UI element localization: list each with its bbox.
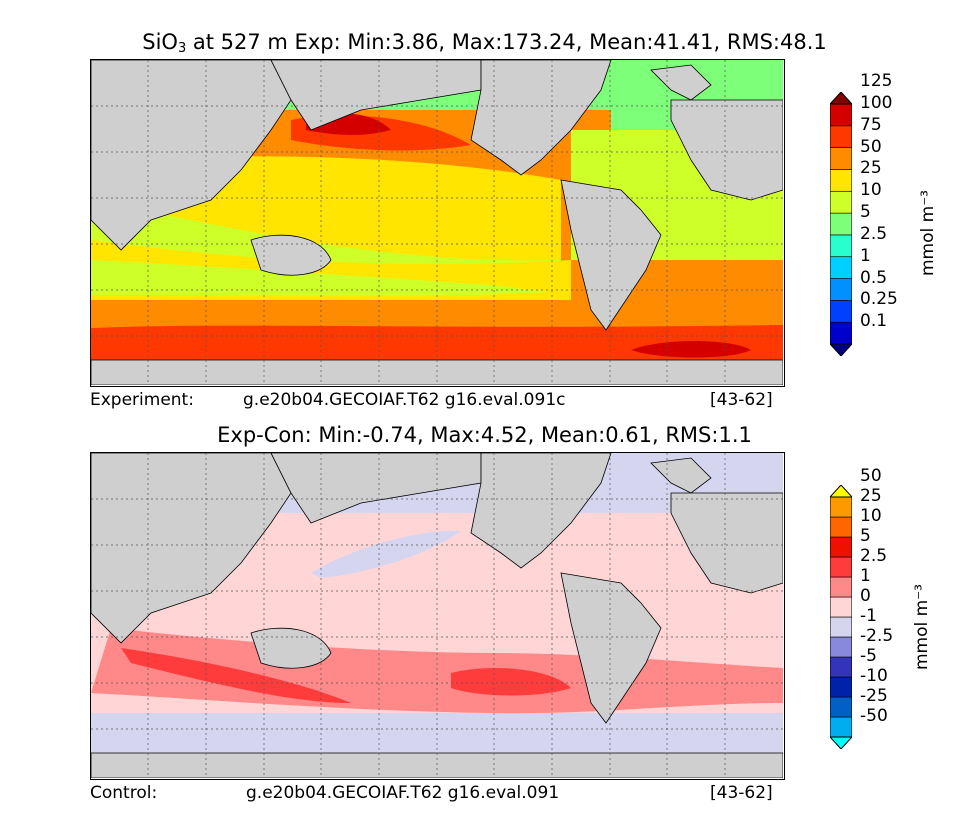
top-caption-role: Experiment: — [90, 390, 194, 410]
bottom-npac-negative — [311, 530, 461, 578]
bottom-colorbar-cell — [830, 716, 852, 738]
bottom-colorbar-cell — [830, 536, 852, 558]
top-colorbar-tick-label: 25 — [860, 158, 882, 179]
bottom-spac-red — [451, 668, 571, 696]
top-title-prefix: SiO — [142, 30, 178, 54]
bottom-map — [90, 452, 785, 780]
bottom-colorbar-cell — [830, 576, 852, 598]
top-title-rest: at 527 m Exp: Min:3.86, Max:173.24, Mean… — [186, 30, 827, 54]
top-colorbar-cell — [830, 321, 852, 345]
bottom-caption-years: [43-62] — [710, 783, 773, 803]
top-colorbar-cell — [830, 190, 852, 214]
top-colorbar-cell — [830, 256, 852, 279]
top-colorbar-tick-label: 2.5 — [860, 223, 888, 244]
top-colorbar-extend-high — [830, 92, 852, 105]
top-caption-years: [43-62] — [710, 390, 773, 410]
bottom-colorbar-frame — [830, 496, 852, 738]
bottom-caption-role: Control: — [90, 783, 158, 803]
top-map — [90, 59, 785, 387]
bottom-colorbar-cell — [830, 596, 852, 618]
bottom-colorbar-tick-label: 50 — [860, 466, 882, 486]
top-colorbar-cell — [830, 103, 852, 127]
top-colorbar-tick-label: 50 — [860, 136, 882, 157]
bottom-colorbar-tick-label: 5 — [860, 526, 871, 546]
top-colorbar-tick-label: 125 — [860, 71, 893, 92]
bottom-colorbar-tick-label: 0 — [860, 586, 871, 606]
top-colorbar-tick-label: 0.25 — [860, 289, 898, 310]
bottom-chart-title: Exp-Con: Min:-0.74, Max:4.52, Mean:0.61,… — [217, 423, 752, 447]
top-graticule — [91, 60, 783, 385]
bottom-colorbar — [830, 485, 852, 749]
bottom-colorbar-tick-label: 25 — [860, 486, 882, 506]
bottom-colorbar-tick-label: 2.5 — [860, 546, 888, 566]
bottom-colorbar-extend-low — [830, 736, 852, 749]
top-colorbar-extend-low — [830, 343, 852, 356]
bottom-colorbar-tick-label: -1 — [860, 606, 877, 626]
bottom-colorbar-cell — [830, 516, 852, 538]
bottom-colorbar-cell — [830, 616, 852, 638]
bottom-colorbar-cells — [830, 485, 852, 749]
top-colorbar-cell — [830, 212, 852, 236]
top-colorbar-cells — [830, 92, 852, 356]
bottom-colorbar-cell — [830, 696, 852, 718]
top-colorbar-cell — [830, 125, 852, 148]
bottom-colorbar-tick-label: -50 — [860, 706, 888, 726]
bottom-indian-red — [121, 648, 351, 703]
top-colorbar-tick-label: 1 — [860, 245, 871, 266]
bottom-colorbar-cell — [830, 496, 852, 518]
bottom-colorbar-tick-label: 10 — [860, 506, 882, 526]
bottom-colorbar-tick-label: -2.5 — [860, 626, 894, 646]
top-colorbar-tick-label: 0.1 — [860, 311, 888, 332]
bottom-colorbar-cell — [830, 676, 852, 698]
top-colorbar-cell — [830, 300, 852, 323]
bottom-caption-case: g.e20b04.GECOIAF.T62 g16.eval.091 — [246, 783, 560, 803]
bottom-unit-label: mmol m⁻³ — [912, 584, 932, 670]
top-colorbar-frame — [830, 103, 852, 345]
bottom-colorbar-tick-label: -5 — [860, 646, 877, 666]
top-colorbar-tick-label: 75 — [860, 114, 882, 135]
bottom-colorbar-extend-high — [830, 485, 852, 498]
top-colorbar-cell — [830, 278, 852, 301]
bottom-colorbar-tick-label: -25 — [860, 686, 888, 706]
top-colorbar — [830, 92, 852, 356]
top-colorbar-tick-label: 5 — [860, 202, 871, 223]
top-colorbar-tick-label: 100 — [860, 93, 893, 113]
bottom-map-svg — [91, 453, 783, 778]
top-colorbar-tick-label: 0.5 — [860, 267, 888, 288]
top-map-svg — [91, 60, 783, 385]
top-title-subscript: 3 — [177, 41, 187, 56]
bottom-colorbar-tick-label: -10 — [860, 666, 888, 686]
top-colorbar-tick-label: 10 — [860, 180, 882, 201]
bottom-colorbar-cell — [830, 636, 852, 658]
top-colorbar-cell — [830, 234, 852, 258]
bottom-colorbar-tick-label: 1 — [860, 566, 871, 586]
top-colorbar-cell — [830, 147, 852, 170]
top-chart-title: SiO3 at 527 m Exp: Min:3.86, Max:173.24,… — [0, 30, 969, 56]
top-caption-case: g.e20b04.GECOIAF.T62 g16.eval.091c — [243, 390, 566, 410]
top-colorbar-cell — [830, 169, 852, 192]
bottom-colorbar-cell — [830, 656, 852, 678]
bottom-graticule — [91, 453, 783, 778]
top-unit-label: mmol m⁻³ — [918, 190, 938, 276]
bottom-colorbar-cell — [830, 556, 852, 578]
top-weddell-max — [631, 341, 751, 358]
